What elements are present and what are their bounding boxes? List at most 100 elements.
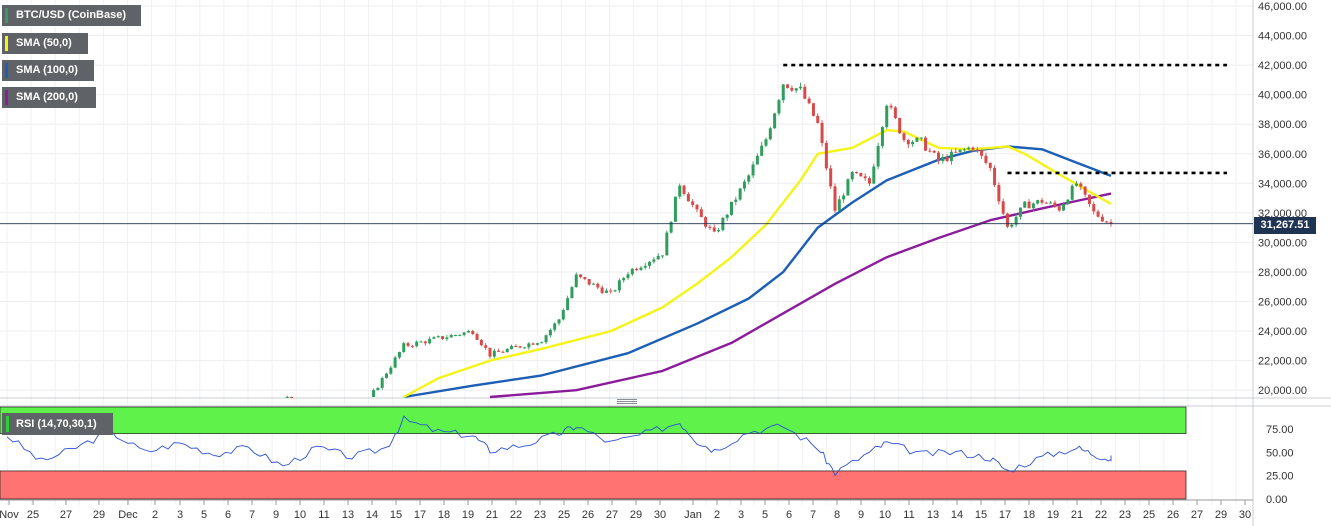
x-tick-label: 25	[1143, 509, 1155, 521]
candle-body	[669, 221, 673, 233]
candle-body	[617, 280, 621, 291]
y-tick-label: 46,000.00	[1258, 1, 1307, 13]
x-tick-label: 6	[786, 509, 792, 521]
x-tick-label: 29	[93, 509, 105, 521]
x-tick-label: 17	[999, 509, 1011, 521]
y-tick-label: 32,000.00	[1258, 208, 1307, 220]
candle-body	[639, 267, 643, 271]
rsi-bands	[0, 406, 1187, 500]
candle-body	[833, 186, 837, 211]
x-tick-label: 14	[366, 509, 378, 521]
x-tick-label: 7	[249, 509, 255, 521]
candle-body	[609, 290, 613, 292]
candle-body	[397, 351, 401, 358]
candle-body	[527, 343, 531, 348]
candle-body	[1057, 206, 1061, 211]
candle-body	[471, 331, 475, 335]
x-tick-label: 23	[1119, 509, 1131, 521]
candle-body	[1105, 221, 1109, 223]
candle-body	[523, 347, 526, 349]
candle-body	[285, 396, 289, 398]
rsi-overbought-zone	[0, 406, 1187, 434]
candle-body	[980, 150, 984, 156]
candle-body	[820, 122, 824, 144]
candle-body	[811, 103, 815, 116]
x-tick-label: 26	[1167, 509, 1179, 521]
candle-body	[643, 265, 647, 268]
candle-body	[954, 151, 958, 153]
x-tick-label: 9	[273, 509, 279, 521]
candle-body	[544, 335, 548, 343]
candle-body	[484, 345, 488, 348]
x-tick-label: 30	[1239, 509, 1251, 521]
candle-body	[587, 279, 591, 285]
candle-body	[613, 290, 617, 292]
x-tick-label: 10	[294, 509, 306, 521]
candle-body	[488, 347, 492, 357]
x-tick-label: 9	[858, 509, 864, 521]
candle-body	[1092, 204, 1096, 212]
candle-body	[1096, 211, 1100, 217]
candle-body	[751, 164, 755, 176]
x-tick-label: 11	[903, 509, 914, 521]
x-tick-label: 2	[714, 509, 720, 521]
candle-body	[880, 127, 884, 147]
legend-sma100: SMA (100,0)	[2, 60, 94, 81]
sma-100-group	[403, 145, 1112, 399]
rsi-oversold-zone	[0, 470, 1187, 500]
legend-sma50: SMA (50,0)	[2, 33, 88, 54]
x-tick-label: 19	[1047, 509, 1059, 521]
candle-body	[535, 343, 539, 345]
x-tick-label: 13	[342, 509, 354, 521]
y-tick-label: 22,000.00	[1258, 356, 1307, 368]
candle-body	[656, 255, 660, 260]
candle-body	[790, 87, 794, 91]
x-tick-label: 2	[152, 509, 158, 521]
x-tick-label: 23	[534, 509, 546, 521]
candle-body	[600, 287, 604, 293]
candle-body	[531, 343, 535, 345]
y-tick-label: 30,000.00	[1258, 237, 1307, 249]
y-tick-label: 28,000.00	[1258, 267, 1307, 279]
x-tick-label: 30	[654, 509, 666, 521]
x-tick-label: 21	[486, 509, 498, 521]
candle-body	[492, 350, 496, 357]
y-tick-label: 40,000.00	[1258, 90, 1307, 102]
candle-body	[518, 346, 522, 348]
y-tick-label: 42,000.00	[1258, 60, 1307, 72]
candle-body	[842, 195, 846, 200]
candle-body	[1044, 202, 1048, 204]
x-tick-label: Dec	[118, 509, 138, 521]
candle-body	[1001, 201, 1005, 214]
candle-body	[699, 209, 703, 218]
x-tick-label: 25	[558, 509, 570, 521]
candle-body	[579, 274, 583, 278]
x-tick-label: 10	[879, 509, 891, 521]
x-tick-label: 25	[27, 509, 39, 521]
candle-body	[1075, 183, 1078, 186]
pane-splitter-handle[interactable]	[617, 398, 637, 405]
sma-50-group	[403, 128, 1112, 399]
candle-body	[635, 268, 639, 271]
candle-body	[1049, 202, 1053, 204]
candle-body	[915, 137, 919, 142]
y-tick-label: 26,000.00	[1258, 297, 1307, 309]
candle-body	[475, 334, 479, 340]
x-tick-label: 5	[762, 509, 768, 521]
x-tick-label: 29	[1215, 509, 1227, 521]
candle-body	[876, 146, 880, 167]
candle-body	[557, 319, 561, 324]
candle-body	[686, 193, 690, 202]
candle-body	[730, 201, 733, 215]
candle-body	[389, 367, 393, 374]
candle-body	[501, 351, 505, 353]
candle-body	[755, 155, 759, 165]
candle-body	[1036, 200, 1040, 204]
candle-body	[872, 166, 876, 184]
candle-body	[932, 150, 936, 153]
candle-body	[747, 175, 751, 182]
candle-body	[1066, 199, 1070, 205]
candle-body	[988, 162, 992, 168]
candle-body	[824, 143, 828, 169]
